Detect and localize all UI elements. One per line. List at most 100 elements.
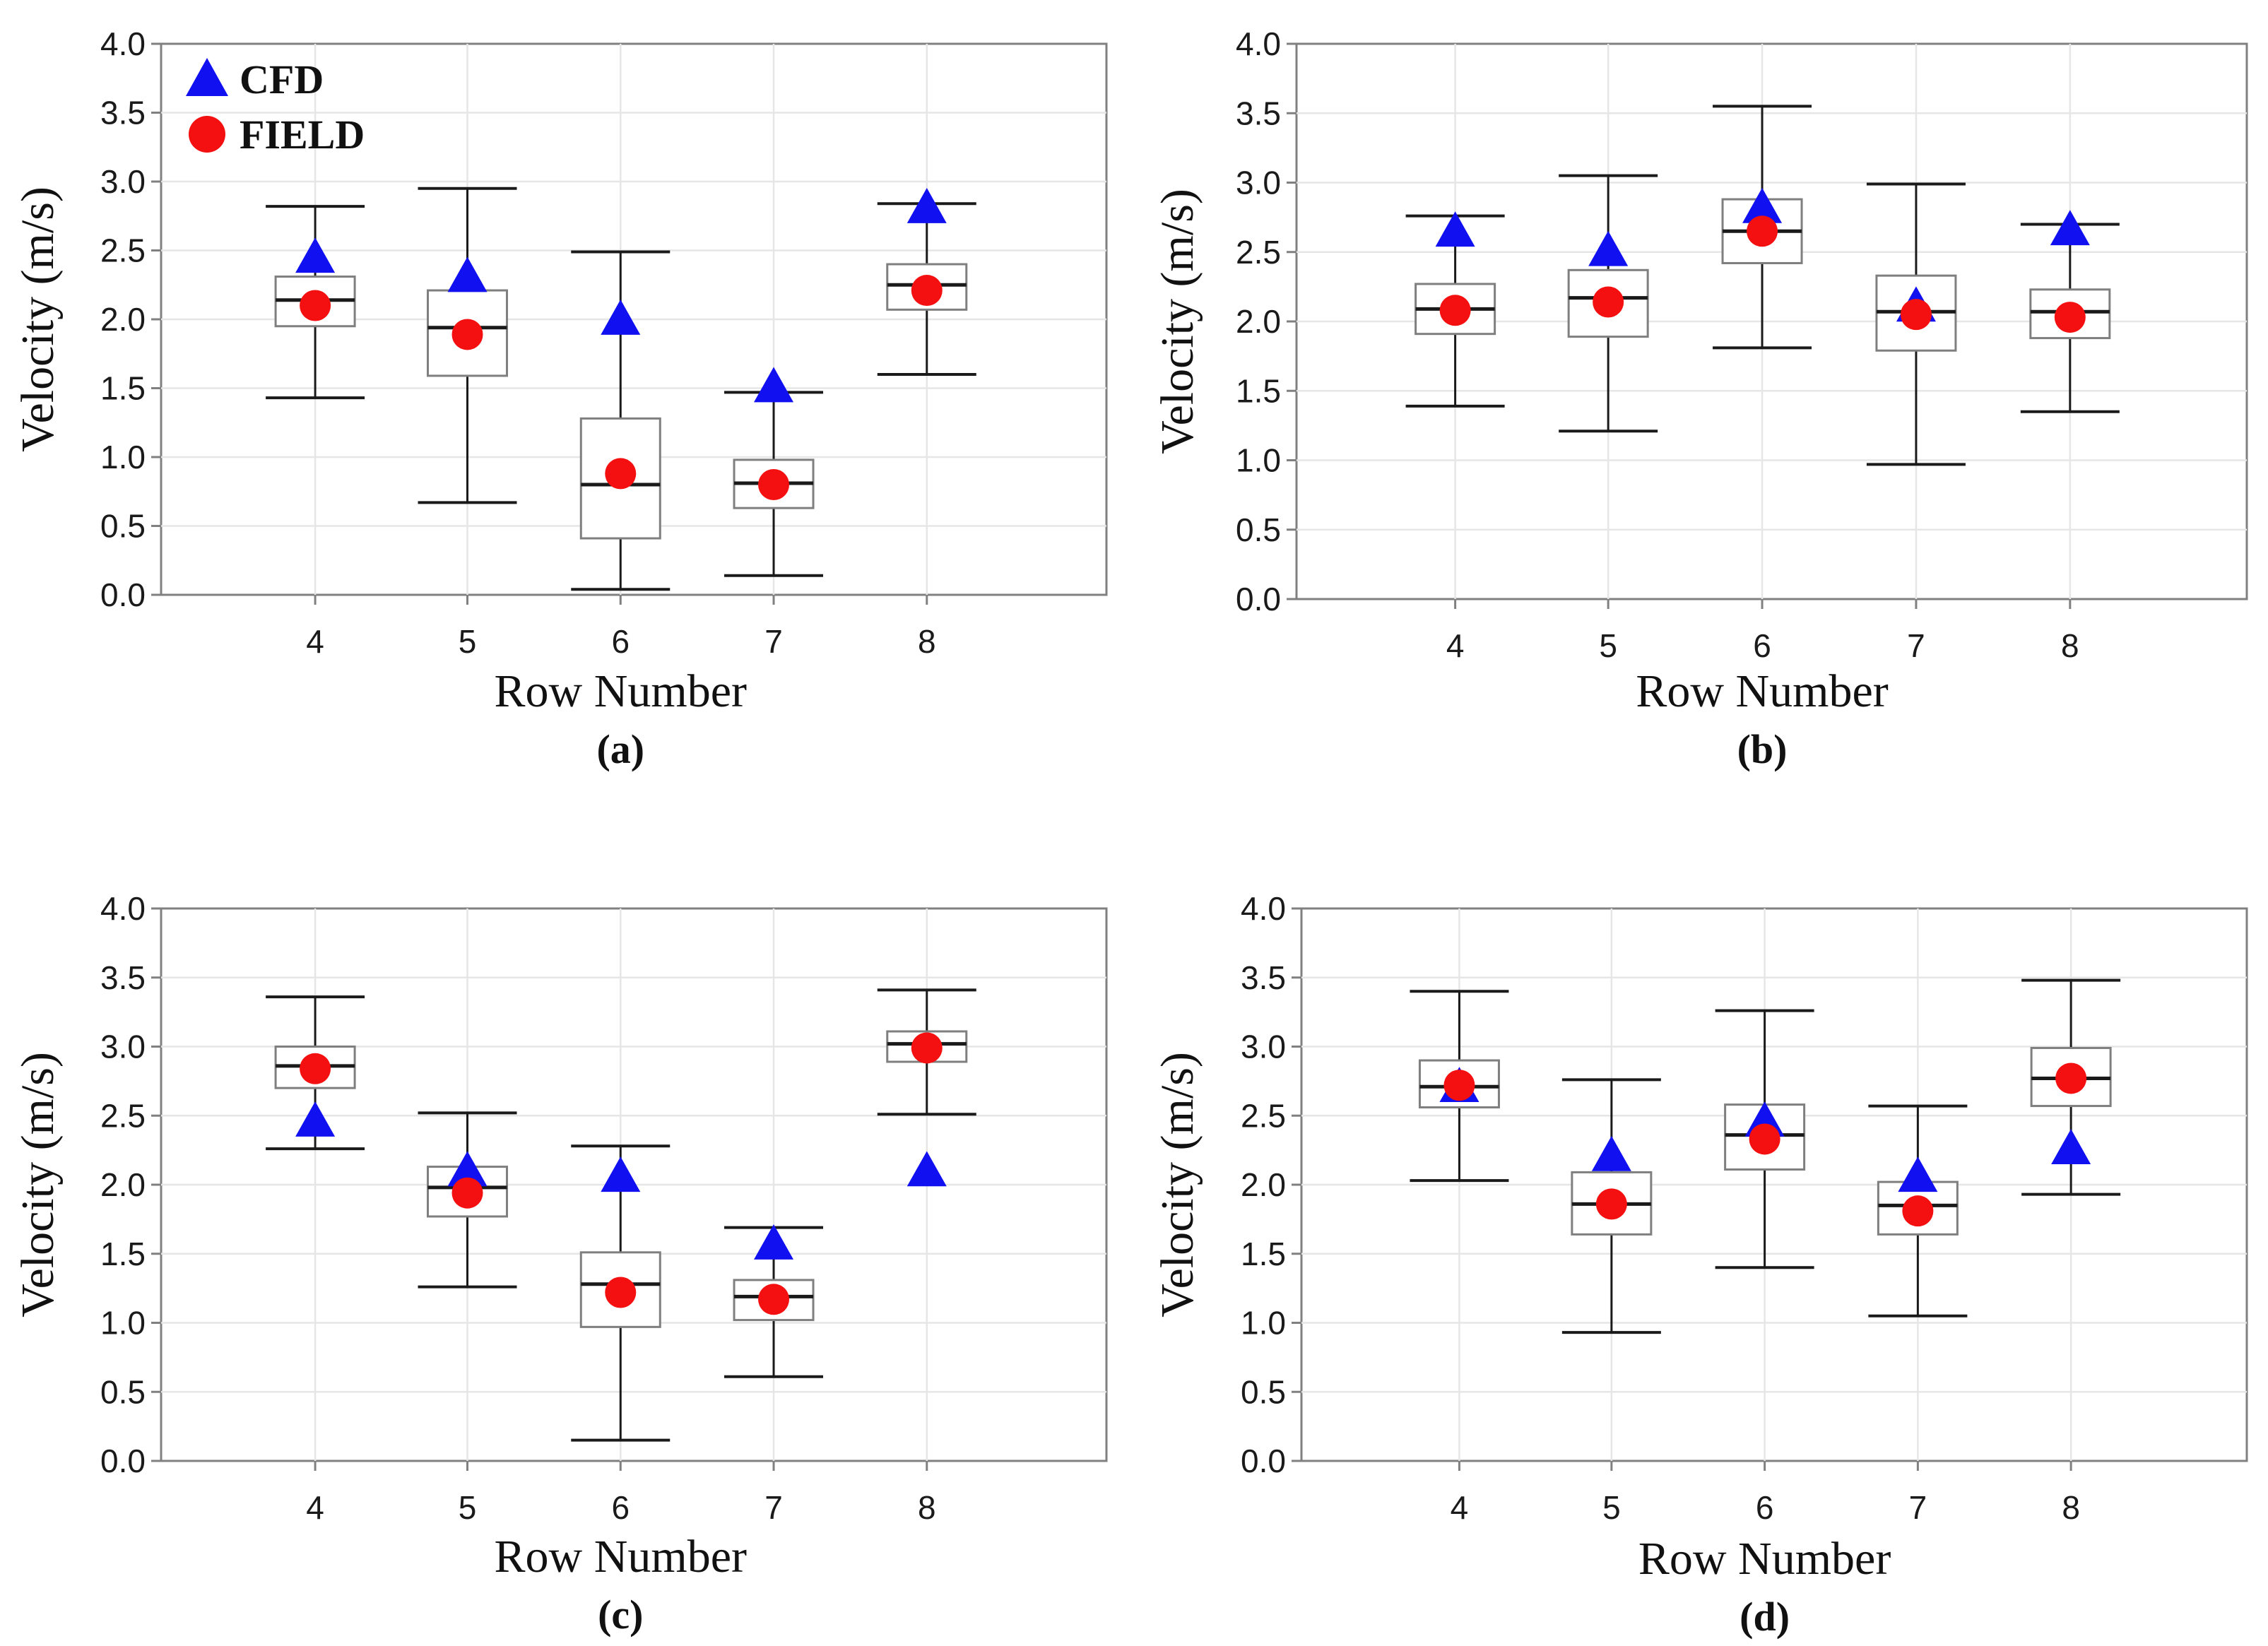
panel-label: (a): [596, 726, 644, 772]
field-point: [1749, 1123, 1780, 1155]
y-tick-label: 2.5: [1241, 1097, 1286, 1134]
field-point: [1902, 1195, 1934, 1227]
legend: CFD FIELD: [186, 57, 365, 158]
chart-panel-a: 0.0 0.5 1.0 1.5 2.0 2.5 3.0 3.5 4.0 4 5 6 7 8 Row Numb…: [12, 25, 1108, 772]
field-point: [1593, 286, 1624, 318]
y-tick-label: 3.0: [100, 163, 146, 200]
y-axis-title: Velocity (m/s): [1152, 189, 1203, 454]
y-tick-label: 2.5: [1236, 234, 1281, 271]
y-tick-label: 3.5: [1236, 95, 1281, 131]
cfd-point: [1435, 211, 1475, 247]
x-tick-label: 5: [1602, 1489, 1621, 1526]
y-tick-label: 1.0: [1241, 1305, 1286, 1342]
x-tick-label: 6: [611, 623, 630, 660]
field-point: [300, 1053, 331, 1084]
x-axis-title: Row Number: [495, 665, 747, 717]
legend-field-marker: [189, 116, 225, 153]
x-tick-label: 4: [1451, 1489, 1469, 1526]
y-tick-label: 1.0: [100, 439, 146, 475]
cfd-point: [295, 1101, 336, 1137]
cfd-point: [2050, 210, 2090, 246]
y-tick-label: 2.0: [1241, 1166, 1286, 1203]
x-tick-label: 4: [306, 1489, 324, 1526]
x-tick-label: 5: [1599, 627, 1617, 664]
cfd-point: [1898, 1156, 1938, 1192]
field-point: [1443, 1070, 1475, 1101]
field-point: [1595, 1188, 1627, 1220]
field-point: [1439, 295, 1471, 326]
cfd-point: [754, 1224, 794, 1260]
legend-field-label: FIELD: [240, 112, 365, 158]
chart-panel-b: 0.0 0.5 1.0 1.5 2.0 2.5 3.0 3.5 4.0 4 5 6 7 8 Row Numb…: [1152, 25, 2248, 772]
field-point: [1747, 215, 1778, 247]
y-tick-label: 3.0: [1236, 165, 1281, 201]
y-tick-label: 1.5: [100, 1236, 146, 1272]
y-tick-label: 1.5: [1241, 1236, 1286, 1272]
y-axis-title: Velocity (m/s): [12, 1052, 64, 1318]
field-point: [451, 319, 483, 350]
y-tick-label: 0.5: [1236, 511, 1281, 548]
field-point: [911, 1032, 943, 1064]
x-tick-label: 4: [306, 623, 324, 660]
cfd-point: [1588, 230, 1629, 266]
y-axis-title: Velocity (m/s): [12, 186, 64, 452]
y-tick-label: 0.0: [100, 576, 146, 613]
x-tick-label: 7: [1909, 1489, 1927, 1526]
x-axis-title: Row Number: [1636, 665, 1888, 717]
cfd-point: [295, 237, 336, 273]
x-tick-label: 7: [764, 623, 783, 660]
field-point: [2055, 1062, 2087, 1094]
field-point: [1900, 299, 1932, 331]
x-tick-label: 8: [2061, 627, 2079, 664]
x-tick-label: 8: [918, 1489, 936, 1526]
x-tick-label: 5: [459, 623, 477, 660]
cfd-point: [601, 1156, 641, 1192]
y-tick-label: 0.5: [100, 1373, 146, 1410]
panel-label: (d): [1740, 1594, 1790, 1640]
y-tick-label: 3.0: [1241, 1029, 1286, 1065]
boxplot-row-5: [418, 1111, 517, 1289]
y-tick-label: 3.5: [100, 959, 146, 996]
cfd-point: [447, 1151, 488, 1187]
legend-cfd-label: CFD: [240, 57, 324, 102]
field-point: [2054, 302, 2086, 333]
x-axis-title: Row Number: [495, 1531, 747, 1582]
cfd-point: [2051, 1129, 2091, 1165]
field-point: [605, 458, 637, 490]
x-axis-title: Row Number: [1638, 1533, 1891, 1585]
y-tick-label: 1.0: [1236, 442, 1281, 479]
y-tick-label: 2.0: [100, 1166, 146, 1203]
y-tick-label: 4.0: [1236, 25, 1281, 62]
chart-panel-d: 0.0 0.5 1.0 1.5 2.0 2.5 3.0 3.5 4.0 4 5 6 7 8 Row Numb…: [1152, 890, 2248, 1640]
y-tick-label: 2.5: [100, 232, 146, 269]
x-tick-label: 8: [2062, 1489, 2080, 1526]
y-tick-label: 1.5: [1236, 372, 1281, 409]
cfd-point: [906, 1151, 947, 1187]
y-tick-label: 3.5: [1241, 959, 1286, 996]
y-tick-label: 3.5: [100, 95, 146, 131]
y-tick-label: 4.0: [100, 25, 146, 62]
x-tick-label: 6: [611, 1489, 630, 1526]
x-tick-label: 6: [1753, 627, 1771, 664]
chart-panel-c: 0.0 0.5 1.0 1.5 2.0 2.5 3.0 3.5 4.0 4 5 6 7 8 Row Numb…: [12, 890, 1108, 1638]
field-point: [911, 275, 943, 307]
y-axis-title: Velocity (m/s): [1152, 1052, 1203, 1318]
x-tick-label: 8: [918, 623, 936, 660]
x-tick-label: 4: [1446, 627, 1465, 664]
y-tick-label: 0.0: [100, 1443, 146, 1479]
field-point: [605, 1277, 637, 1308]
cfd-point: [906, 188, 947, 223]
y-tick-label: 0.0: [1236, 581, 1281, 617]
x-tick-label: 7: [764, 1489, 783, 1526]
x-tick-label: 6: [1756, 1489, 1774, 1526]
y-tick-label: 0.5: [100, 508, 146, 545]
x-tick-label: 7: [1907, 627, 1925, 664]
legend-cfd-marker: [186, 58, 228, 96]
y-tick-label: 0.0: [1241, 1443, 1286, 1479]
x-tick-label: 5: [459, 1489, 477, 1526]
y-tick-label: 1.0: [100, 1305, 146, 1342]
cfd-point: [1742, 187, 1783, 223]
y-tick-label: 3.0: [100, 1029, 146, 1065]
cfd-point: [754, 367, 794, 403]
